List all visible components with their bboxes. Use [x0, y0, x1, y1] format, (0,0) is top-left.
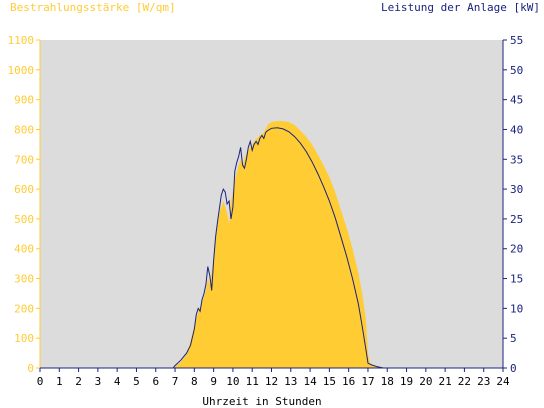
x-tick-label: 11: [246, 375, 259, 388]
x-tick-label: 8: [191, 375, 198, 388]
left-tick-label: 1100: [8, 34, 35, 47]
x-tick-label: 4: [114, 375, 121, 388]
left-tick-label: 900: [14, 94, 34, 107]
left-tick-label: 600: [14, 183, 34, 196]
right-tick-label: 35: [510, 153, 523, 166]
x-tick-label: 10: [226, 375, 239, 388]
x-tick-label: 14: [303, 375, 317, 388]
x-axis: 0 1 2 3 4 5 6 7 8 9 10 11 12 13 14 15 16 17 18 19 20 21 22 23 24: [37, 367, 510, 388]
left-tick-label: 700: [14, 153, 34, 166]
power-line: [40, 127, 503, 369]
x-tick-label: 18: [381, 375, 394, 388]
x-tick-label: 3: [95, 375, 102, 388]
left-axis: 0 100 200 300 400 500 600 700 800 900 1000 1100: [8, 34, 41, 375]
x-axis-title: Uhrzeit in Stunden: [202, 395, 321, 408]
x-tick-label: 24: [496, 375, 510, 388]
right-tick-label: 10: [510, 302, 523, 315]
x-tick-label: 21: [439, 375, 452, 388]
right-tick-label: 5: [510, 332, 517, 345]
right-tick-label: 20: [510, 243, 523, 256]
right-axis-title: Leistung der Anlage [kW]: [381, 1, 540, 14]
x-tick-label: 5: [133, 375, 140, 388]
x-tick-label: 19: [400, 375, 413, 388]
right-tick-label: 25: [510, 213, 523, 226]
right-tick-label: 50: [510, 64, 523, 77]
left-tick-label: 300: [14, 273, 34, 286]
right-tick-label: 55: [510, 34, 523, 47]
x-tick-label: 16: [342, 375, 355, 388]
left-tick-label: 500: [14, 213, 34, 226]
right-tick-label: 0: [510, 362, 517, 375]
x-tick-label: 7: [172, 375, 179, 388]
x-tick-label: 20: [419, 375, 432, 388]
right-axis: 0 5 10 15 20 25 30 35 40 45 50 55: [502, 34, 523, 375]
left-tick-label: 800: [14, 123, 34, 136]
x-tick-label: 9: [210, 375, 217, 388]
x-tick-label: 2: [75, 375, 82, 388]
left-axis-title: Bestrahlungsstärke [W/qm]: [10, 1, 176, 14]
x-tick-label: 6: [152, 375, 159, 388]
left-tick-label: 200: [14, 302, 34, 315]
x-tick-label: 0: [37, 375, 44, 388]
right-tick-label: 15: [510, 273, 523, 286]
right-tick-label: 45: [510, 94, 523, 107]
x-tick-label: 1: [56, 375, 63, 388]
right-tick-label: 40: [510, 123, 523, 136]
right-tick-label: 30: [510, 183, 523, 196]
left-tick-label: 1000: [8, 64, 35, 77]
left-tick-label: 0: [27, 362, 34, 375]
left-tick-label: 100: [14, 332, 34, 345]
irradiance-area: [40, 121, 503, 368]
x-tick-label: 17: [361, 375, 374, 388]
x-tick-label: 22: [458, 375, 471, 388]
left-tick-label: 400: [14, 243, 34, 256]
x-tick-label: 12: [265, 375, 278, 388]
x-tick-label: 15: [323, 375, 336, 388]
x-tick-label: 23: [477, 375, 490, 388]
x-tick-label: 13: [284, 375, 297, 388]
